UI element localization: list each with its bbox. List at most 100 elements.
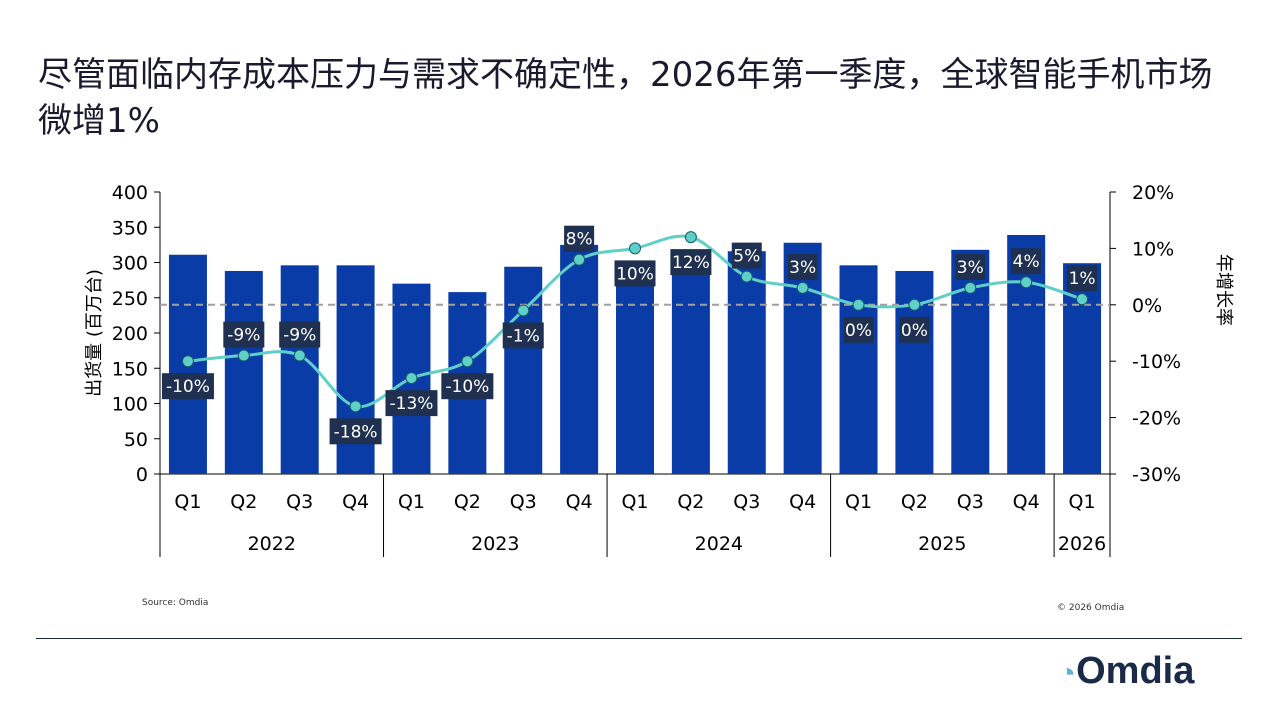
x-tick-label: Q4: [566, 491, 593, 513]
growth-point: [181, 355, 194, 368]
chart-title: 尽管面临内存成本压力与需求不确定性，2026年第一季度，全球智能手机市场微增1%: [38, 55, 1213, 141]
growth-label-bg: [385, 390, 438, 417]
growth-label: 3%: [789, 258, 816, 278]
x-tick-label: Q1: [1069, 491, 1096, 513]
chart: 0 50 100 150 200 250 300 350 400 20% 10% 0% -10% -20%…: [84, 182, 1234, 557]
growth-point: [908, 298, 921, 311]
growth-point: [237, 349, 250, 362]
growth-point: [684, 231, 697, 244]
y-tick-label: 50: [124, 429, 148, 451]
x-tick-label: Q2: [230, 491, 257, 513]
growth-point: [1076, 293, 1089, 306]
year-label: 2024: [695, 533, 743, 555]
growth-label: -1%: [507, 326, 540, 346]
bar: [671, 270, 710, 474]
growth-label-bg: [564, 225, 595, 252]
growth-point: [629, 242, 641, 255]
x-tick-label: Q2: [677, 491, 704, 513]
growth-label: 0%: [901, 321, 928, 341]
growth-label-bg: [223, 321, 265, 348]
growth-label-bg: [502, 322, 544, 349]
growth-label-bg: [329, 418, 382, 445]
growth-point: [573, 253, 586, 266]
y2-tick-label: 20%: [1132, 182, 1174, 204]
growth-label-bg: [614, 260, 656, 287]
growth-label-bg: [843, 316, 874, 343]
growth-label-bg: [670, 249, 712, 276]
growth-label: 5%: [733, 247, 760, 267]
growth-label: -10%: [445, 377, 489, 397]
y2-tick-label: -20%: [1132, 408, 1181, 430]
x-tick-label: Q3: [510, 491, 537, 513]
growth-label: -9%: [283, 326, 316, 346]
growth-label: 1%: [1069, 269, 1096, 289]
growth-label: -13%: [390, 394, 434, 414]
growth-label-bg: [899, 316, 930, 343]
omdia-logo: ◔Omdia: [1058, 650, 1195, 692]
bar: [839, 265, 878, 474]
growth-label: -10%: [166, 377, 210, 397]
y-tick-label: 400: [112, 182, 148, 204]
growth-point: [740, 270, 753, 283]
x-tick-label: Q4: [789, 491, 816, 513]
growth-point: [852, 298, 865, 311]
x-tick-label: Q2: [454, 491, 481, 513]
y-tick-label: 250: [112, 288, 148, 310]
growth-label: 12%: [672, 253, 710, 273]
copyright-note: © 2026 Omdia: [1057, 603, 1125, 613]
bar: [727, 251, 766, 474]
y-tick-label: 300: [112, 253, 148, 275]
x-tick-label: Q4: [1013, 491, 1040, 513]
year-label: 2022: [248, 533, 296, 555]
growth-point: [964, 281, 977, 294]
bar: [280, 265, 319, 474]
growth-label: 8%: [566, 230, 593, 250]
growth-label: 0%: [845, 321, 872, 341]
growth-point: [796, 281, 809, 294]
growth-label-bg: [731, 242, 762, 269]
growth-label-bg: [1067, 265, 1098, 292]
x-tick-label: Q1: [621, 491, 648, 513]
growth-point: [461, 355, 474, 368]
bar: [1007, 235, 1046, 474]
y-tick-label: 150: [112, 358, 148, 380]
x-tick-label: Q2: [901, 491, 928, 513]
x-tick-label: Q1: [845, 491, 872, 513]
y2-tick-label: 0%: [1132, 295, 1162, 317]
growth-line: [187, 234, 1083, 409]
bar: [783, 242, 822, 474]
bar: [224, 270, 263, 474]
source-note: Source: Omdia: [142, 598, 209, 608]
x-tick-label: Q4: [342, 491, 369, 513]
y2-axis-label: 年增长率: [1213, 254, 1234, 326]
growth-point: [1020, 276, 1033, 289]
year-label: 2023: [471, 533, 519, 555]
x-tick-label: Q3: [733, 491, 760, 513]
growth-point: [405, 372, 418, 385]
growth-label: 10%: [616, 264, 654, 284]
growth-label: 3%: [957, 258, 984, 278]
growth-label-bg: [161, 373, 214, 400]
year-label: 2025: [918, 533, 966, 555]
growth-label: -18%: [334, 422, 378, 442]
year-label: 2026: [1058, 533, 1106, 555]
y-tick-label: 200: [112, 323, 148, 345]
x-tick-label: Q3: [286, 491, 313, 513]
bar: [616, 265, 654, 474]
y2-tick-label: 10%: [1132, 238, 1174, 260]
growth-label-bg: [1011, 248, 1042, 275]
y-axis-label: 出货量 (百万台): [84, 269, 105, 397]
growth-label-bg: [955, 253, 986, 280]
growth-label: -9%: [227, 326, 260, 346]
growth-label: 4%: [1013, 252, 1040, 272]
growth-point: [517, 304, 530, 317]
x-tick-label: Q1: [398, 491, 425, 513]
bar: [560, 244, 599, 474]
y2-tick-label: -30%: [1132, 464, 1181, 486]
growth-label-bg: [441, 373, 494, 400]
y-tick-label: 350: [112, 217, 148, 239]
growth-point: [349, 400, 362, 413]
y-tick-label: 0: [136, 464, 148, 486]
x-tick-label: Q3: [957, 491, 984, 513]
y2-tick-label: -10%: [1132, 351, 1181, 373]
